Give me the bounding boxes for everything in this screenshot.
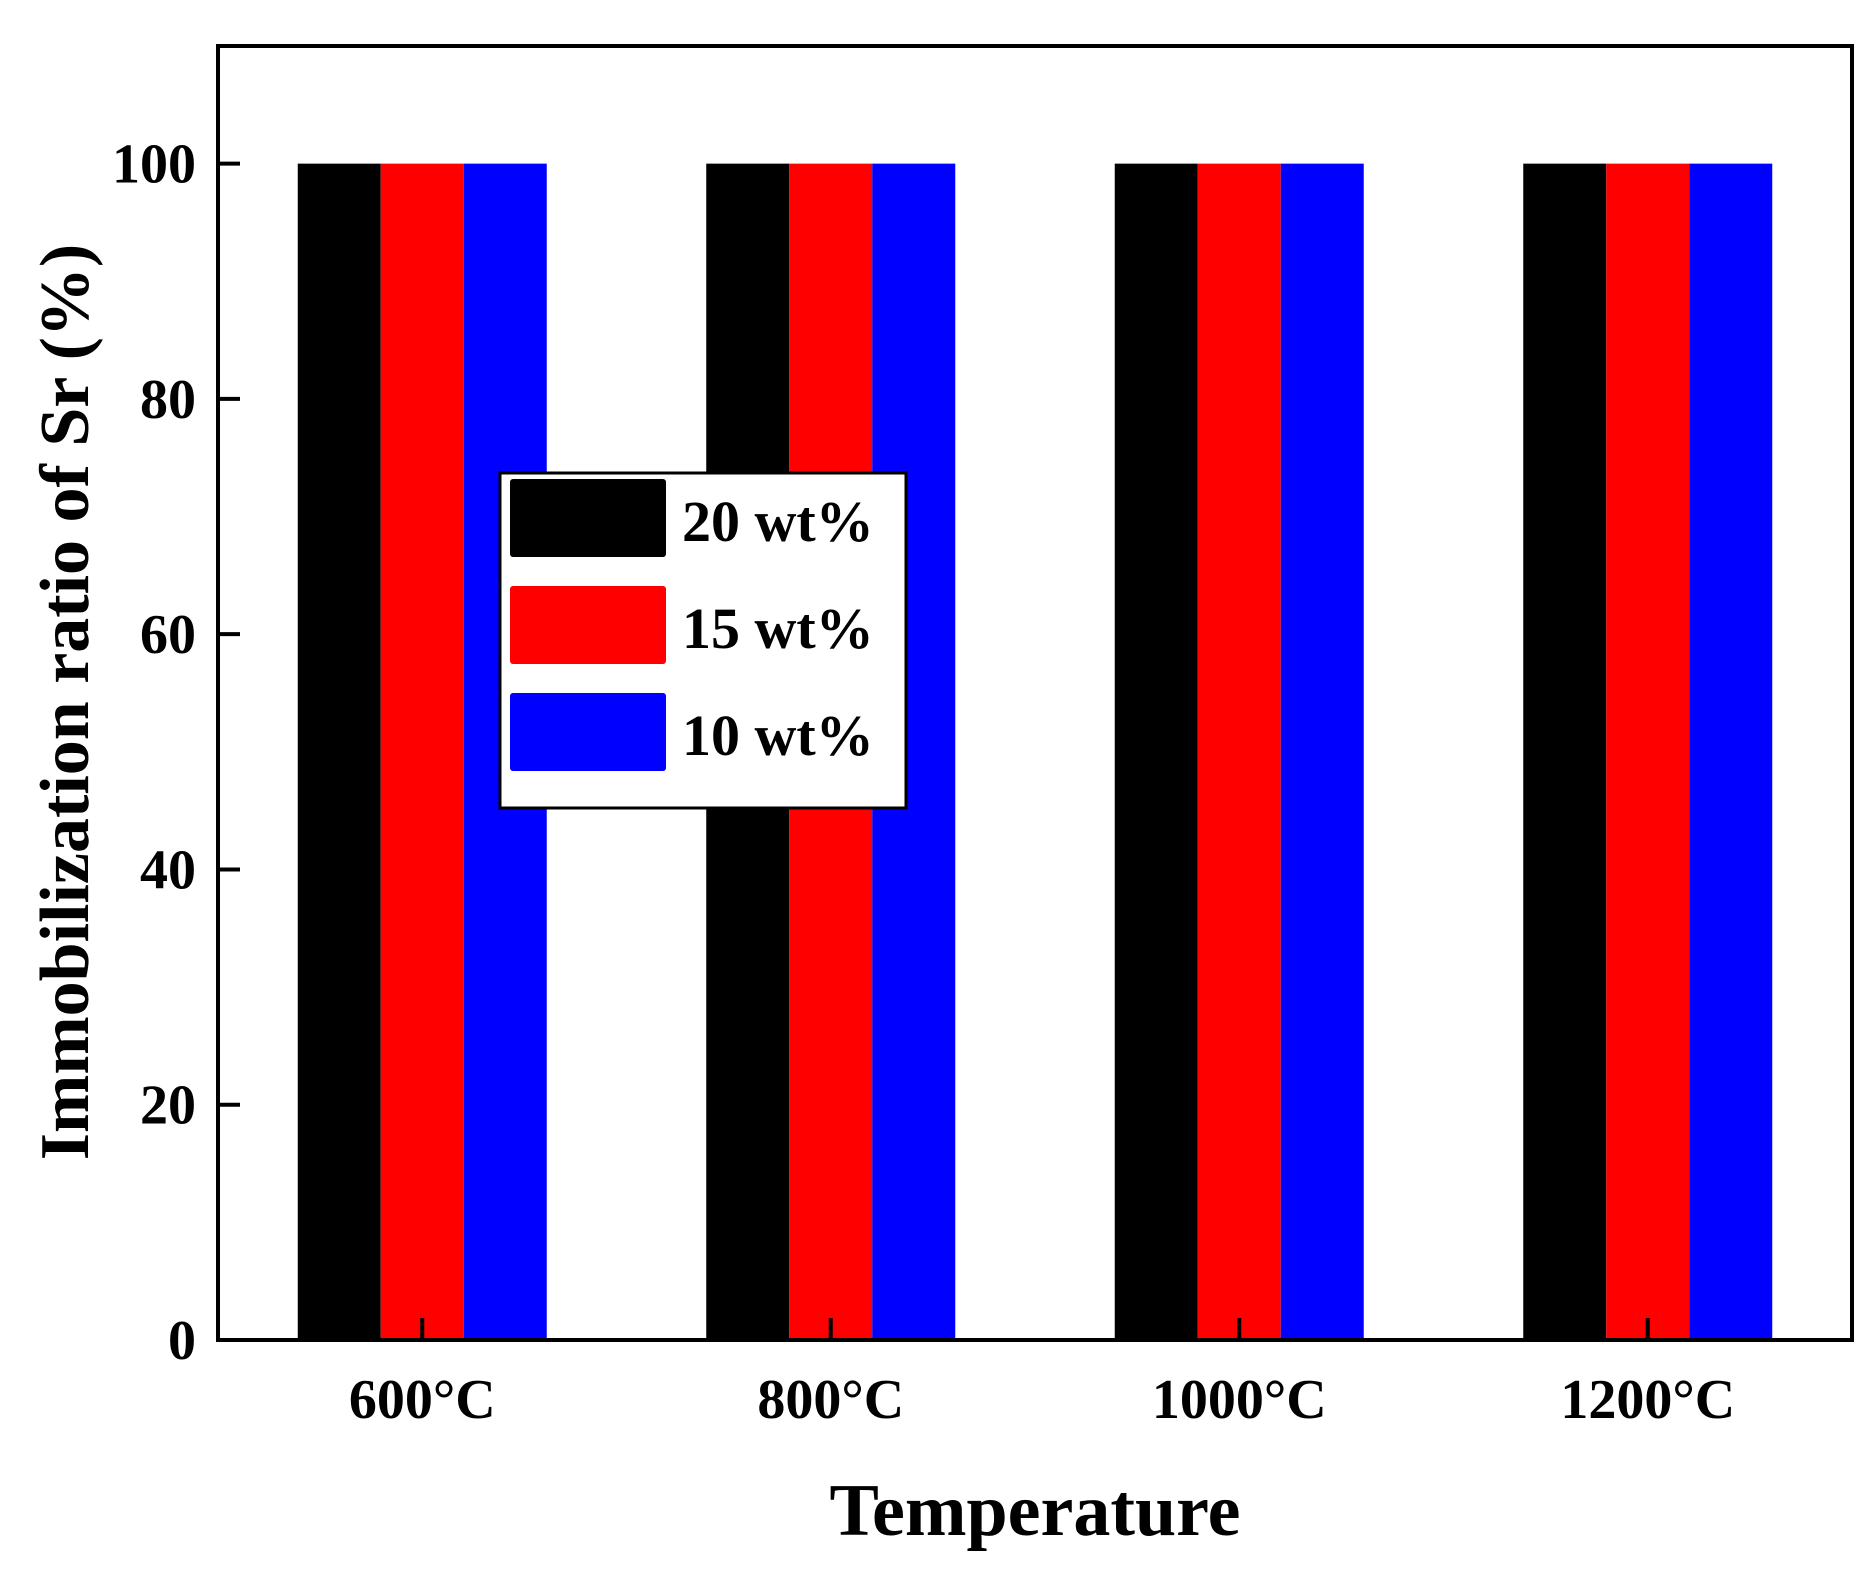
y-axis-label: Immobilization ratio of Sr (%) (27, 244, 104, 1160)
y-tick-label: 60 (140, 604, 196, 666)
bar-15-wt--1000c (1197, 163, 1281, 1341)
x-axis-label: Temperature (829, 1470, 1240, 1552)
y-tick-label: 100 (112, 134, 196, 196)
x-tick-label: 1000°C (1152, 1369, 1327, 1431)
y-tick-label: 20 (140, 1075, 196, 1137)
bar-20-wt--1000c (1114, 163, 1198, 1341)
legend-label: 20 wt% (682, 489, 874, 554)
bar-10-wt--1200c (1689, 163, 1773, 1341)
legend-label: 10 wt% (682, 703, 874, 768)
plot-frame (216, 44, 1854, 1342)
x-tick-label: 800°C (757, 1369, 904, 1431)
legend-swatch (510, 693, 666, 771)
legend: 20 wt% 15 wt% 10 wt% (498, 471, 908, 810)
bar-20-wt--1200c (1523, 163, 1607, 1341)
bar-15-wt--1200c (1606, 163, 1690, 1341)
legend-swatch (510, 479, 666, 557)
bar-20-wt--600c (297, 163, 381, 1341)
legend-swatch (510, 586, 666, 664)
bar-15-wt--600c (380, 163, 464, 1341)
y-tick-label: 80 (140, 369, 196, 431)
y-tick-label: 0 (168, 1310, 196, 1372)
y-tick-label: 40 (140, 839, 196, 901)
bar-10-wt--1000c (1280, 163, 1364, 1341)
x-tick-label: 1200°C (1560, 1369, 1735, 1431)
legend-label: 15 wt% (682, 596, 874, 661)
axes-layer: 600°C 800°C 1000°C 1200°C 0 20 40 60 80 100 (112, 44, 1854, 1431)
x-tick-label: 600°C (349, 1369, 496, 1431)
